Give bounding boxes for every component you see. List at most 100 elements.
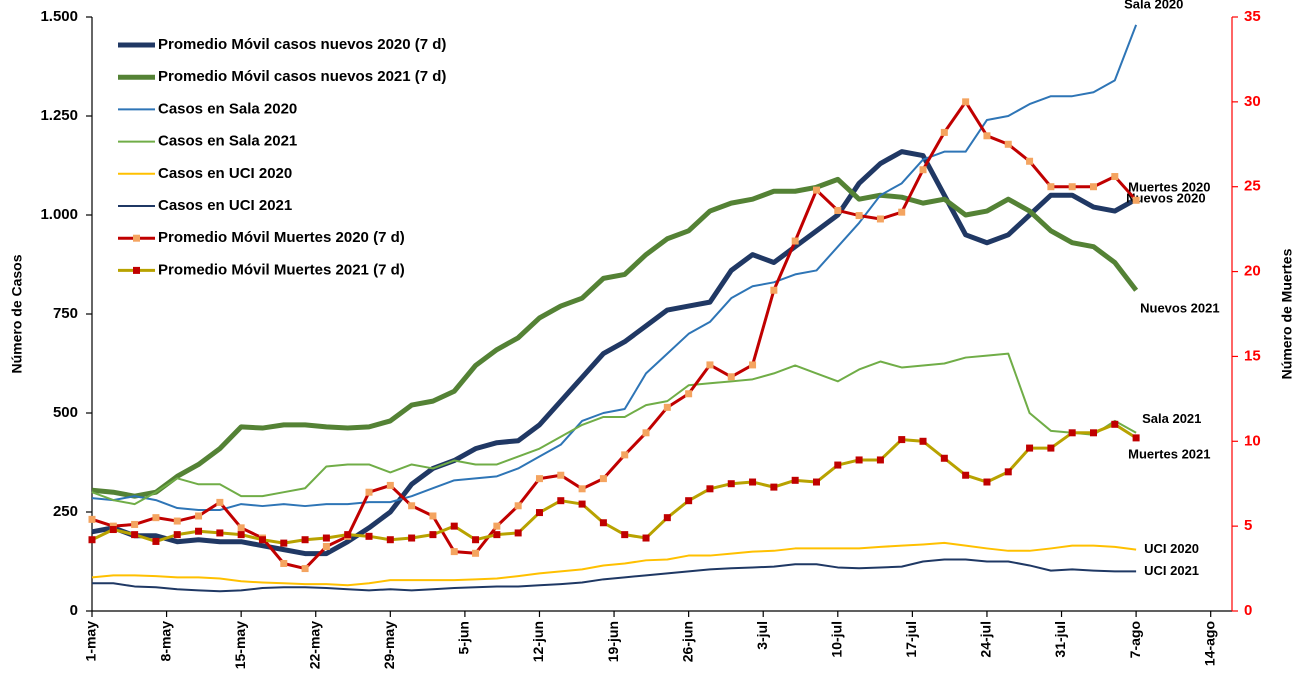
point-marker [1047,444,1055,452]
point-marker [280,559,288,567]
point-marker [557,497,565,505]
point-marker [1004,140,1012,148]
end-label: Sala 2021 [1142,411,1201,426]
y-tick-label: 0 [70,602,78,619]
y2-tick-label: 15 [1244,347,1261,364]
end-label: Nuevos 2020 [1126,191,1206,206]
series-line [91,149,1138,557]
point-marker [834,206,842,214]
point-marker [216,529,224,537]
x-tick-label: 12-jun [530,621,546,662]
end-label: UCI 2021 [1144,563,1199,578]
point-marker [919,437,927,445]
point-marker [429,512,437,520]
point-marker [1026,444,1034,452]
point-marker [514,502,522,510]
x-tick-label: 10-jul [828,621,844,658]
point-marker [195,527,203,535]
y2-tick-label: 20 [1244,263,1261,280]
point-marker [898,208,906,216]
point-marker [663,403,671,411]
point-marker [663,514,671,522]
x-tick-label: 17-jul [903,621,919,658]
point-marker [450,548,458,556]
point-marker [301,565,309,573]
y2-tick-label: 25 [1244,178,1261,195]
point-marker [472,536,480,544]
legend-label: Promedio Móvil casos nuevos 2021 (7 d) [158,68,446,85]
point-marker [919,166,927,174]
legend-label: Promedio Móvil Muertes 2020 (7 d) [158,229,405,246]
point-marker [237,531,245,539]
point-marker [301,536,309,544]
point-marker [472,549,480,557]
point-marker [514,529,522,537]
point-marker [386,536,394,544]
end-label: Sala 2020 [1124,0,1183,11]
point-marker [1089,183,1097,191]
legend-label: Casos en UCI 2021 [158,197,292,214]
point-marker [621,451,629,459]
legend-label: Casos en Sala 2020 [158,100,297,117]
point-marker [152,514,160,522]
point-marker [1026,157,1034,165]
point-marker [770,286,778,294]
point-marker [599,475,607,483]
point-marker [1132,196,1140,204]
y-tick-label: 500 [53,404,78,421]
point-marker [88,536,96,544]
point-marker [940,454,948,462]
x-tick-label: 8-may [157,621,173,662]
legend: Promedio Móvil casos nuevos 2020 (7 d) Pr… [118,36,446,278]
point-marker [450,522,458,530]
point-marker [749,478,757,486]
x-tick-label: 22-may [306,621,322,669]
point-marker [791,237,799,245]
point-marker [322,534,330,542]
point-marker [1132,434,1140,442]
point-marker [493,522,501,530]
point-marker [855,456,863,464]
point-marker [386,481,394,489]
point-marker [365,488,373,496]
point-marker [770,483,778,491]
point-marker [557,471,565,479]
point-marker [962,98,970,106]
x-tick-label: 31-jul [1052,621,1068,658]
point-marker [365,532,373,540]
point-marker [578,485,586,493]
point-marker [493,531,501,539]
end-label: Nuevos 2021 [1140,301,1220,316]
point-marker [195,512,203,520]
y-tick-label: 1.500 [40,8,78,25]
point-marker [1047,183,1055,191]
point-marker [1068,429,1076,437]
point-marker [535,509,543,517]
point-marker [706,361,714,369]
y2-tick-label: 0 [1244,602,1252,619]
x-tick-label: 7-ago [1127,621,1143,658]
legend-label: Promedio Móvil Muertes 2021 (7 d) [158,261,405,278]
point-marker [173,531,181,539]
point-marker [876,215,884,223]
point-marker [1089,429,1097,437]
point-marker [344,531,352,539]
point-marker [706,485,714,493]
x-tick-label: 15-may [232,621,248,669]
point-marker [855,212,863,220]
y2-tick-label: 35 [1244,8,1261,25]
point-marker [237,524,245,532]
x-tick-label: 5-jun [456,621,472,654]
y-tick-label: 1.250 [40,107,78,124]
x-tick-label: 1-may [83,621,99,662]
legend-label: Casos en UCI 2020 [158,165,292,182]
point-marker [109,526,117,534]
series-line [91,422,1137,545]
point-marker [152,537,160,545]
point-marker [749,361,757,369]
point-marker [983,478,991,486]
point-marker [88,515,96,523]
y2-tick-label: 5 [1244,517,1252,534]
